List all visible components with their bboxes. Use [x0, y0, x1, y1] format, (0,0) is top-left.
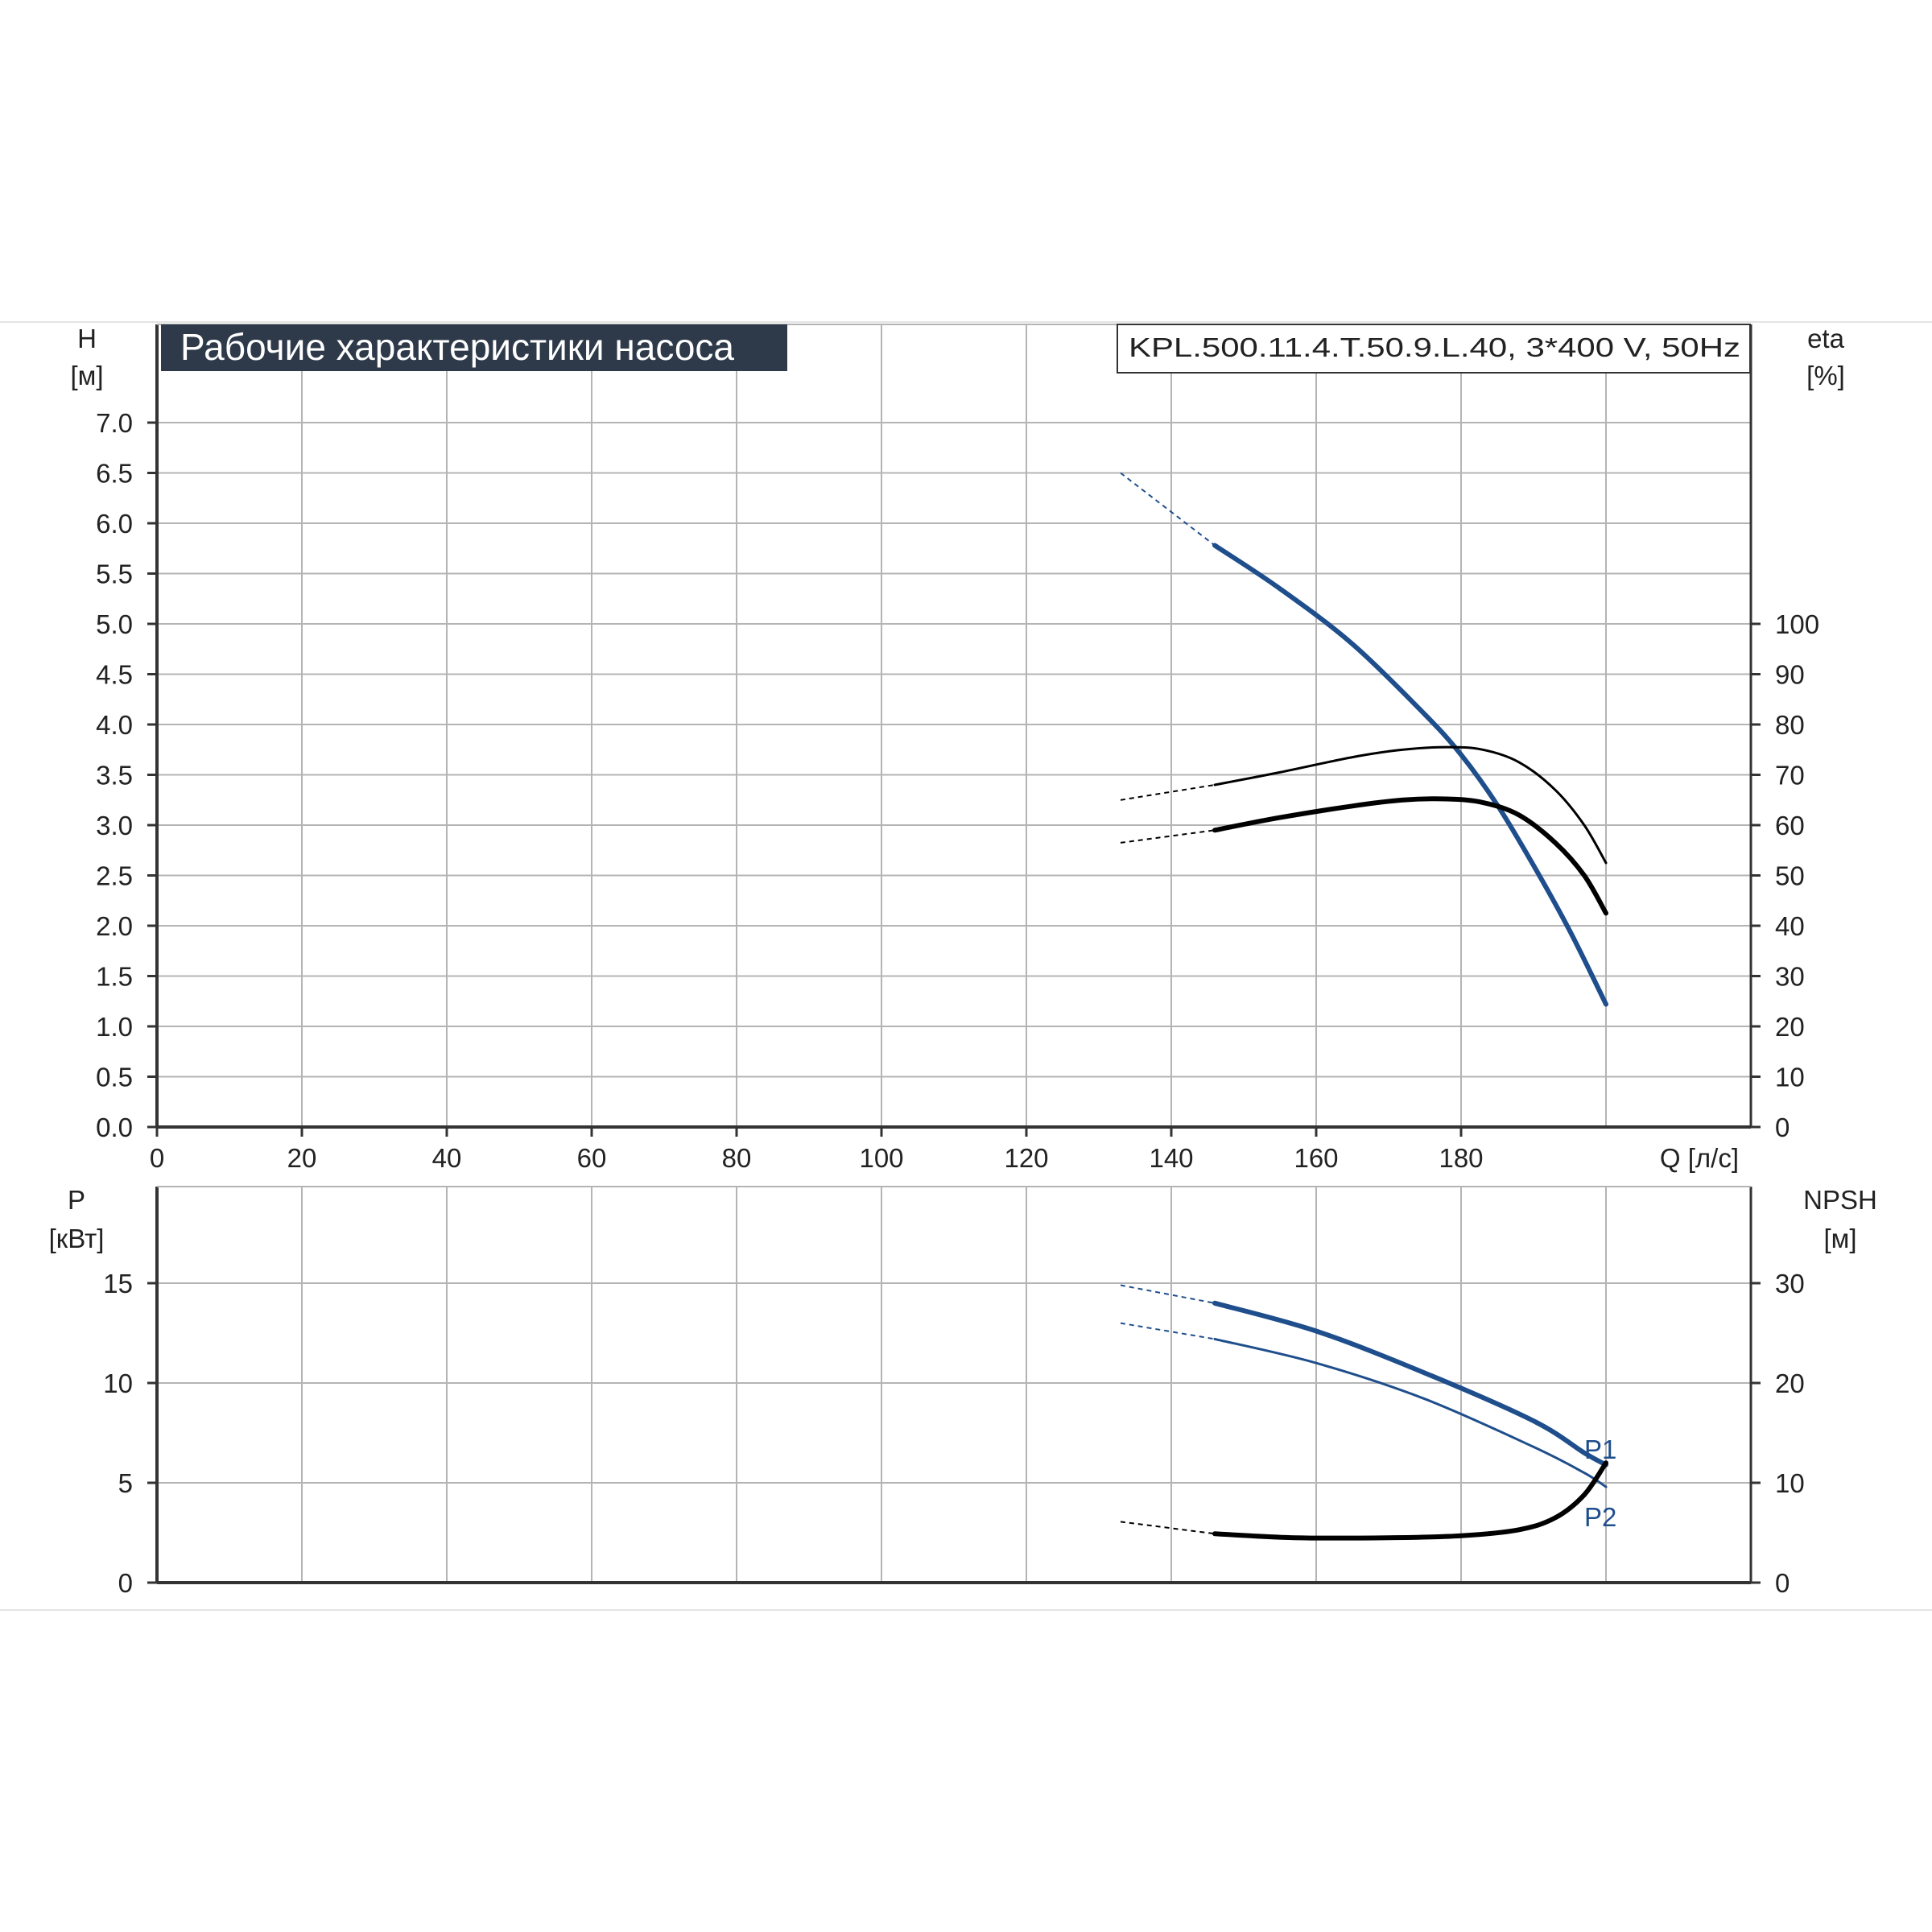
y-left-tick-label: 0: [118, 1568, 133, 1598]
x-tick-label: 20: [287, 1143, 317, 1173]
series-label-p2: P2: [1584, 1502, 1616, 1532]
p-axis-label: P: [68, 1185, 85, 1215]
x-tick-label: 140: [1149, 1143, 1193, 1173]
eta-axis-unit: [%]: [1806, 361, 1845, 390]
y-left-tick-label: 4.5: [96, 660, 133, 690]
title-box: [161, 324, 787, 371]
y-left-tick-label: 7.0: [96, 408, 133, 438]
upper-tick-labels: 0.0 0.5 1.0 1.5 2.0 2.5 3.0 3.5 4.0 4.5 5.0 5.5 6.0 6…: [96, 408, 1819, 1173]
npsh-axis-unit: [м]: [1823, 1224, 1856, 1253]
y-right-tick-label: 30: [1775, 962, 1805, 992]
y-left-tick-label: 1.5: [96, 962, 133, 992]
y-right-tick-label: 20: [1775, 1368, 1805, 1398]
series-extrapolation: [1120, 1521, 1216, 1535]
y-left-tick-label: 5: [118, 1468, 133, 1498]
series-extrapolation: [1120, 472, 1216, 547]
lower-tick-labels: 0 5 10 15 0 10 20 30: [103, 1269, 1804, 1598]
x-tick-label: 180: [1439, 1143, 1483, 1173]
p-axis-unit: [кВт]: [49, 1224, 105, 1253]
y-right-tick-label: 100: [1775, 609, 1819, 639]
x-tick-label: 160: [1294, 1143, 1338, 1173]
h-axis-label: H: [77, 324, 97, 353]
y-right-tick-label: 10: [1775, 1468, 1805, 1498]
model-label: KPL.500.11.4.T.50.9.L.40, 3*400 V, 50Hz: [1129, 332, 1740, 362]
h-axis-unit: [м]: [70, 361, 103, 390]
series-line-npsh: [1212, 1460, 1608, 1541]
y-left-tick-label: 3.5: [96, 761, 133, 791]
x-tick-label: 0: [150, 1143, 164, 1173]
y-left-tick-label: 10: [103, 1368, 133, 1398]
x-tick-label: 80: [722, 1143, 752, 1173]
series-line-upper-2: [1212, 796, 1608, 916]
chart-title: Рабочие характеристики насоса: [180, 326, 734, 368]
y-right-tick-label: 80: [1775, 710, 1805, 740]
y-left-tick-label: 2.0: [96, 911, 133, 941]
eta-axis-label: eta: [1807, 324, 1845, 353]
upper-grid: [147, 324, 1761, 1137]
series-line-p2: [1213, 1337, 1608, 1488]
y-right-tick-label: 0: [1775, 1568, 1790, 1598]
y-left-tick-label: 5.0: [96, 609, 133, 639]
model-box: [1117, 324, 1751, 374]
y-right-tick-label: 60: [1775, 811, 1805, 840]
y-right-tick-label: 70: [1775, 761, 1805, 791]
x-tick-label: 100: [859, 1143, 903, 1173]
y-left-tick-label: 6.5: [96, 459, 133, 489]
y-right-tick-label: 30: [1775, 1269, 1805, 1298]
series-extrapolation: [1120, 1284, 1216, 1304]
y-left-tick-label: 4.0: [96, 710, 133, 740]
x-tick-label: 40: [432, 1143, 462, 1173]
y-left-tick-label: 5.5: [96, 559, 133, 589]
x-tick-label: 120: [1004, 1143, 1048, 1173]
y-left-tick-label: 0.0: [96, 1113, 133, 1142]
y-right-tick-label: 50: [1775, 861, 1805, 891]
y-right-tick-label: 0: [1775, 1113, 1790, 1142]
x-tick-label: 60: [577, 1143, 607, 1173]
y-left-tick-label: 2.5: [96, 861, 133, 891]
q-axis-label: Q [л/с]: [1660, 1143, 1739, 1173]
series-line-upper-0: [1212, 543, 1608, 1007]
y-left-tick-label: 6.0: [96, 509, 133, 539]
y-right-tick-label: 10: [1775, 1063, 1805, 1092]
series-extrapolation: [1120, 829, 1216, 844]
y-left-tick-label: 1.0: [96, 1012, 133, 1042]
y-left-tick-label: 15: [103, 1269, 133, 1298]
y-right-tick-label: 40: [1775, 911, 1805, 941]
series-label-p1: P1: [1584, 1435, 1616, 1464]
y-left-tick-label: 0.5: [96, 1063, 133, 1092]
lower-grid: [147, 1186, 1761, 1584]
lower-series: [1120, 1284, 1608, 1541]
series-extrapolation: [1120, 784, 1216, 801]
npsh-axis-label: NPSH: [1803, 1185, 1877, 1215]
y-left-tick-label: 3.0: [96, 811, 133, 840]
y-right-tick-label: 20: [1775, 1012, 1805, 1042]
y-right-tick-label: 90: [1775, 660, 1805, 690]
upper-series: [1120, 472, 1608, 1007]
series-line-upper-1: [1213, 745, 1608, 865]
series-extrapolation: [1120, 1322, 1216, 1340]
series-line-p1: [1212, 1300, 1608, 1468]
